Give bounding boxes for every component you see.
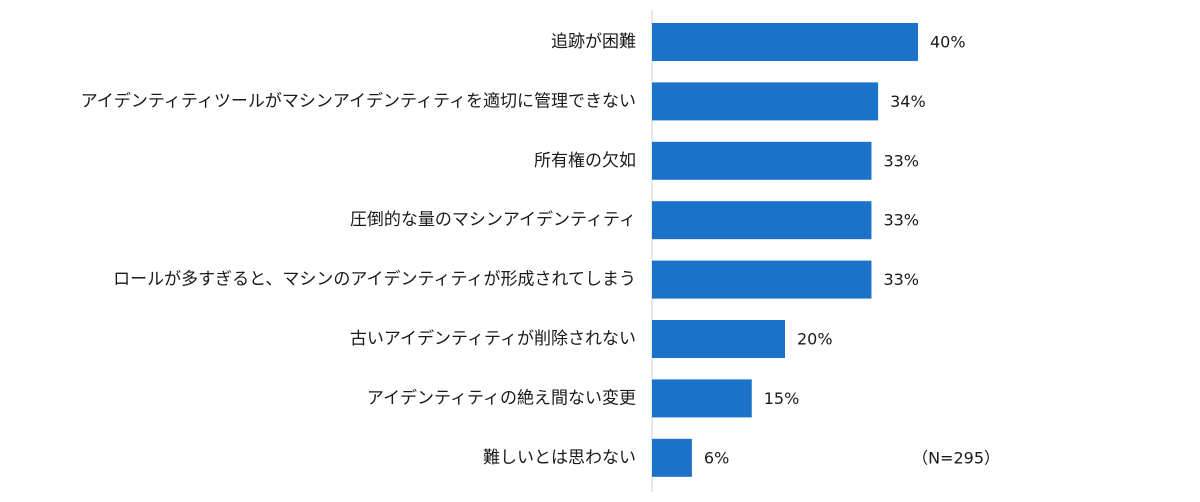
- bar-6: [652, 379, 752, 418]
- value-label-2: 33%: [883, 151, 919, 170]
- bar-2: [652, 141, 872, 180]
- bar-5: [652, 320, 785, 358]
- sample-size-note: （N=295）: [912, 448, 1000, 467]
- bar-0: [652, 23, 918, 61]
- category-label-5: 古いアイデンティティが削除されない: [350, 328, 636, 349]
- category-label-4: ロールが多すぎると、マシンのアイデンティティが形成されてしまう: [113, 269, 636, 290]
- bar-4: [652, 260, 872, 299]
- value-label-1: 34%: [890, 92, 926, 111]
- value-label-0: 40%: [930, 33, 966, 52]
- category-label-3: 圧倒的な量のマシンアイデンティティ: [350, 209, 636, 230]
- value-label-5: 20%: [797, 330, 833, 349]
- category-label-2: 所有権の欠如: [534, 151, 636, 171]
- category-label-1: アイデンティティツールがマシンアイデンティティを適切に管理できない: [81, 90, 636, 111]
- value-label-4: 33%: [883, 270, 919, 289]
- value-label-6: 15%: [764, 389, 800, 408]
- bars-group: 追跡が困難 40% アイデンティティツールがマシンアイデンティティを適切に管理できな…: [81, 23, 966, 477]
- bar-3: [652, 201, 872, 240]
- bar-1: [652, 82, 879, 121]
- bar-7: [652, 438, 692, 477]
- category-label-6: アイデンティティの絶え間ない変更: [367, 387, 636, 408]
- category-label-7: 難しいとは思わない: [483, 448, 636, 468]
- value-label-7: 6%: [704, 448, 729, 467]
- value-label-3: 33%: [883, 211, 919, 230]
- category-label-0: 追跡が困難: [551, 32, 636, 52]
